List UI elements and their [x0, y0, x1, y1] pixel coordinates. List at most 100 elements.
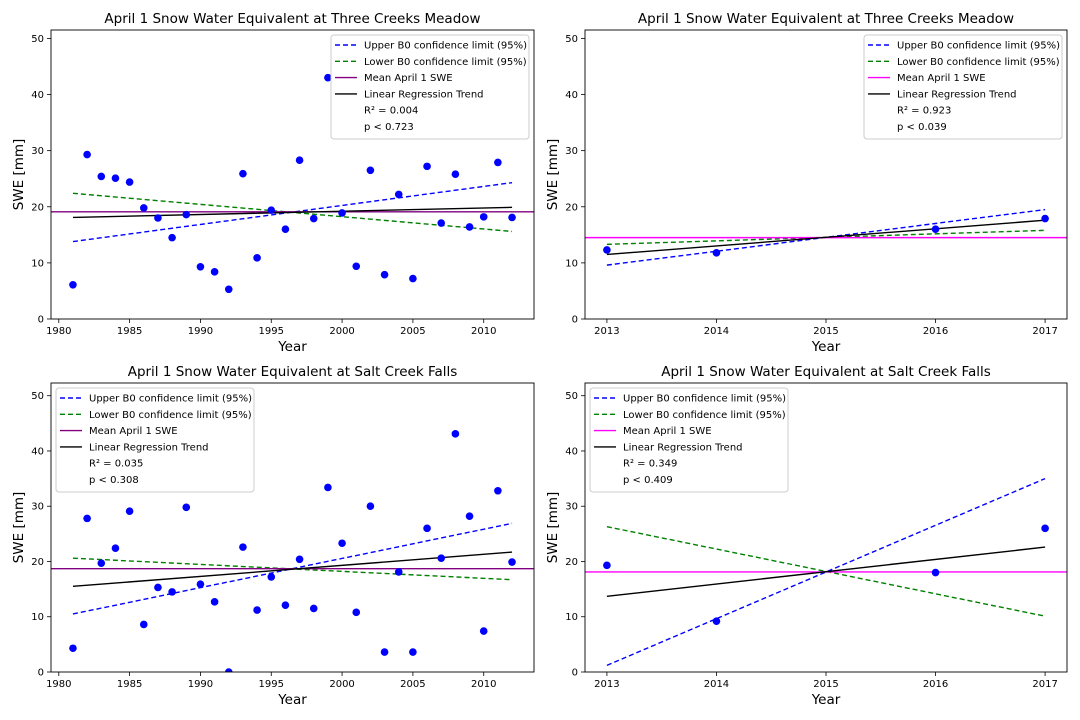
series-lines — [585, 208, 1067, 266]
x-tick-label: 2010 — [471, 679, 496, 690]
data-point — [111, 174, 120, 182]
chart-panel-1: April 1 Snow Water Equivalent at Three C… — [11, 11, 535, 355]
x-tick-label: 2017 — [1032, 326, 1057, 337]
data-point — [338, 539, 346, 548]
x-tick-label: 2013 — [594, 679, 619, 690]
data-point — [409, 274, 417, 283]
series-lines — [585, 477, 1067, 667]
y-tick-label: 20 — [31, 202, 44, 213]
legend-label-3: Mean April 1 SWE — [364, 73, 453, 84]
data-point — [83, 514, 91, 523]
y-tick-label: 40 — [31, 90, 44, 101]
legend-stat-2: p < 0.039 — [897, 122, 947, 133]
x-tick-label: 2005 — [400, 679, 425, 690]
y-tick-label: 40 — [31, 446, 44, 457]
legend-box — [589, 387, 789, 493]
data-point — [69, 280, 77, 289]
legend-box — [863, 34, 1063, 140]
data-point — [154, 583, 162, 592]
y-axis-label: SWE [mm] — [545, 492, 561, 564]
y-tick-label: 10 — [565, 612, 578, 623]
data-point — [352, 608, 361, 617]
plot-frame — [584, 382, 1068, 673]
chart-panel-2: April 1 Snow Water Equivalent at Three C… — [545, 11, 1068, 355]
legend-label-4: Linear Regression Trend — [364, 89, 484, 100]
data-point — [931, 568, 940, 577]
data-point — [139, 204, 148, 212]
x-tick-label: 2010 — [471, 326, 496, 337]
y-tick-label: 20 — [565, 202, 578, 213]
legend-stat-2: p < 0.308 — [89, 475, 139, 486]
data-point — [508, 558, 516, 566]
y-tick-label: 50 — [565, 34, 578, 45]
legend-box — [55, 387, 255, 493]
data-point — [423, 524, 431, 533]
data-point — [168, 588, 176, 596]
data-point — [324, 73, 332, 82]
data-point — [394, 568, 403, 576]
series-line-4 — [606, 546, 1046, 597]
x-tick-label: 2014 — [704, 679, 729, 690]
data-point — [366, 166, 375, 175]
data-point — [210, 268, 219, 276]
legend: Upper B0 confidence limit (95%) Lower B0 … — [330, 34, 530, 140]
chart-panel-4: April 1 Snow Water Equivalent at Salt Cr… — [545, 364, 1068, 708]
legend-label-1: Upper B0 confidence limit (95%) — [364, 41, 527, 52]
data-point — [451, 430, 460, 438]
scatter-points — [69, 73, 516, 294]
x-tick-label: 2005 — [400, 326, 425, 337]
x-axis-label: Year — [277, 339, 307, 355]
x-tick-label: 2000 — [329, 679, 354, 690]
y-tick-label: 50 — [31, 391, 44, 402]
data-point — [239, 169, 247, 178]
series-line-2 — [606, 525, 1046, 617]
legend-stat-1: R² = 0.923 — [897, 106, 951, 117]
y-tick-label: 30 — [565, 146, 578, 157]
legend-stat-1: R² = 0.035 — [89, 459, 143, 470]
data-point — [111, 544, 120, 553]
data-point — [451, 170, 460, 179]
x-tick-label: 1990 — [188, 679, 213, 690]
x-axis-label: Year — [277, 692, 307, 708]
data-point — [224, 285, 233, 294]
data-point — [479, 627, 488, 635]
legend: Upper B0 confidence limit (95%) Lower B0 … — [55, 387, 255, 493]
chart-title: April 1 Snow Water Equivalent at Salt Cr… — [128, 364, 458, 380]
x-tick-label: 1995 — [259, 326, 284, 337]
data-point — [239, 543, 247, 551]
data-point — [508, 213, 516, 222]
legend-label-2: Lower B0 confidence limit (95%) — [897, 57, 1060, 68]
y-tick-label: 10 — [565, 258, 578, 269]
data-point — [267, 206, 276, 214]
data-point — [281, 225, 290, 234]
y-axis-label: SWE [mm] — [11, 139, 27, 211]
legend-label-4: Linear Regression Trend — [623, 442, 743, 453]
series-line-1 — [72, 181, 513, 243]
legend-label-2: Lower B0 confidence limit (95%) — [623, 410, 786, 421]
chart-title: April 1 Snow Water Equivalent at Three C… — [638, 11, 1014, 27]
y-tick-label: 30 — [31, 502, 44, 513]
y-tick-label: 10 — [31, 258, 44, 269]
legend-label-2: Lower B0 confidence limit (95%) — [89, 410, 252, 421]
data-point — [69, 644, 77, 653]
x-tick-label: 2017 — [1032, 679, 1057, 690]
y-tick-label: 0 — [572, 315, 578, 326]
y-tick-label: 50 — [565, 391, 578, 402]
y-tick-label: 30 — [31, 146, 44, 157]
x-tick-label: 1985 — [117, 326, 142, 337]
y-tick-label: 0 — [572, 668, 578, 679]
chart-title: April 1 Snow Water Equivalent at Three C… — [104, 11, 480, 27]
data-point — [437, 554, 446, 562]
legend-stat-2: p < 0.723 — [364, 122, 414, 133]
data-point — [465, 223, 474, 231]
chart-panel-3: April 1 Snow Water Equivalent at Salt Cr… — [11, 364, 535, 708]
data-point — [295, 156, 304, 164]
data-point — [182, 210, 191, 219]
data-point — [338, 209, 346, 217]
data-point — [168, 233, 176, 242]
data-point — [182, 503, 191, 512]
data-point — [196, 263, 205, 271]
data-point — [253, 606, 261, 614]
legend-stat-1: R² = 0.004 — [364, 106, 418, 117]
